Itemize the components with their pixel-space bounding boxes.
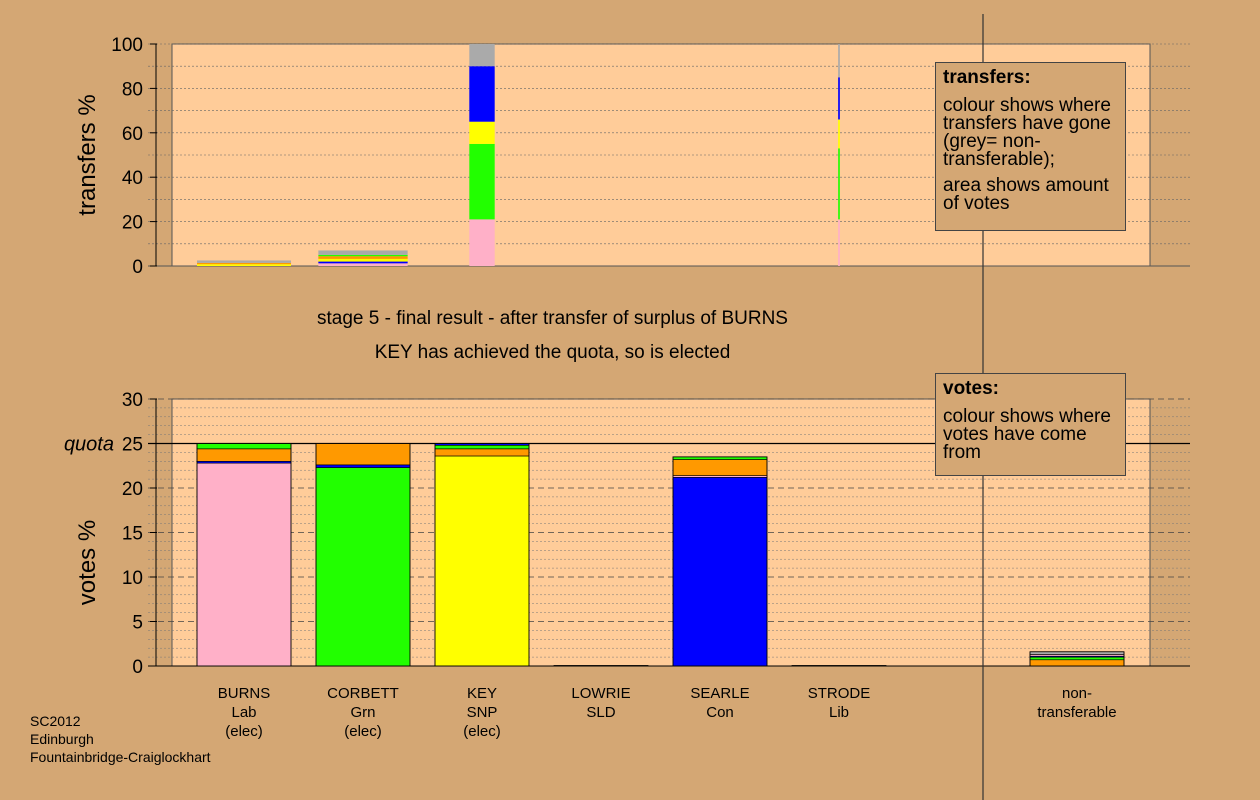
vote-bar-segment [672, 477, 768, 667]
transfer-bar-segment [838, 219, 840, 266]
votes-key-text: colour shows where votes have come from [943, 406, 1111, 463]
votes-tick-label: 20 [122, 479, 143, 500]
vote-bar-segment [1029, 659, 1125, 667]
candidate-name: CORBETT [327, 685, 399, 702]
vote-bar-segment [672, 459, 768, 476]
transfers-tick-label: 40 [122, 168, 143, 189]
vote-bar-segment [434, 448, 530, 457]
votes-tick-label: 15 [122, 524, 143, 545]
vote-bar-outline [1029, 651, 1125, 667]
votes-key-title: votes: [943, 378, 999, 399]
candidate-name: SEARLE [690, 685, 749, 702]
vote-bar-outline [672, 456, 768, 667]
candidate-party: Grn [350, 704, 375, 721]
candidate-party: Lab [231, 704, 256, 721]
transfer-bar-segment [838, 119, 840, 149]
quota-caption: KEY has achieved the quota, so is electe… [374, 342, 731, 363]
transfer-bar-segment [318, 261, 408, 264]
candidate-status: (elec) [344, 723, 382, 740]
transfers-key-title: transfers: [943, 67, 1031, 88]
candidate-party: Con [706, 704, 734, 721]
quota-label: quota [64, 434, 114, 456]
candidate-party: SLD [586, 704, 615, 721]
transfer-bar-segment [197, 264, 291, 266]
transfer-bar-segment [318, 250, 408, 255]
candidate-status: (elec) [225, 723, 263, 740]
transfer-bar-segment [838, 44, 840, 78]
candidate-party: transferable [1037, 704, 1116, 721]
candidate-party: SNP [467, 704, 498, 721]
transfer-bar-segment [318, 263, 408, 266]
footer-info: SC2012 Edinburgh Fountainbridge-Craigloc… [30, 712, 211, 766]
transfers-tick-label: 80 [122, 79, 143, 100]
transfer-bar-segment [469, 143, 495, 220]
candidate-name: BURNS [218, 685, 271, 702]
candidate-name: STRODE [808, 685, 871, 702]
transfer-bar-segment [197, 262, 291, 265]
stage-caption: stage 5 - final result - after transfer … [317, 308, 788, 329]
candidate-party: Lib [829, 704, 849, 721]
transfers-tick-label: 20 [122, 213, 143, 234]
vote-bar-segment [196, 462, 292, 667]
transfers-tick-label: 60 [122, 124, 143, 145]
transfer-bar-segment [469, 219, 495, 266]
vote-bar-segment [1029, 656, 1125, 661]
vote-bar-segment [315, 467, 411, 667]
transfer-bar-segment [469, 44, 495, 67]
transfer-bar-segment [318, 258, 408, 262]
transfer-bar-segment [318, 254, 408, 257]
transfers-tick-label: 100 [111, 35, 143, 56]
footer-council: Edinburgh [30, 731, 94, 747]
votes-y-axis-label: votes % [74, 520, 101, 605]
vote-bar-segment [315, 464, 411, 468]
transfers-tick-label: 0 [132, 257, 143, 278]
transfer-bar-segment [838, 77, 840, 120]
transfers-y-axis-label: transfers % [74, 94, 101, 215]
transfers-key-text-1: colour shows where transfers have gone (… [943, 95, 1111, 170]
transfer-bar-segment [318, 256, 408, 259]
votes-tick-label: 30 [122, 390, 143, 411]
transfer-bar-segment [469, 121, 495, 144]
vote-bar-outline [196, 443, 292, 667]
votes-tick-label: 0 [132, 657, 143, 678]
vote-bar-segment [196, 448, 292, 462]
votes-tick-label: 10 [122, 568, 143, 589]
vote-bar-segment [672, 456, 768, 460]
vote-bar-segment [1029, 651, 1125, 655]
transfer-bar-segment [469, 66, 495, 122]
votes-tick-label: 25 [122, 435, 143, 456]
candidate-name: non- [1062, 685, 1092, 702]
footer-ward: Fountainbridge-Craiglockhart [30, 749, 211, 765]
vote-bar-segment [434, 444, 530, 450]
transfer-bar-segment [838, 148, 840, 220]
candidate-name: KEY [467, 685, 497, 702]
vote-bar-outline [315, 443, 411, 667]
votes-key-box: votes: colour shows where votes have com… [935, 373, 1126, 476]
transfers-key-text-2: area shows amount of votes [943, 175, 1109, 214]
transfers-key-box: transfers: colour shows where transfers … [935, 62, 1126, 231]
vote-bar-segment [196, 443, 292, 450]
vote-bar-segment [434, 455, 530, 667]
vote-bar-segment [315, 443, 411, 466]
candidate-name: LOWRIE [571, 685, 630, 702]
transfer-bar-segment [197, 260, 291, 263]
footer-year: SC2012 [30, 713, 81, 729]
votes-tick-label: 5 [132, 613, 143, 634]
candidate-status: (elec) [463, 723, 501, 740]
vote-bar-outline [434, 443, 530, 667]
